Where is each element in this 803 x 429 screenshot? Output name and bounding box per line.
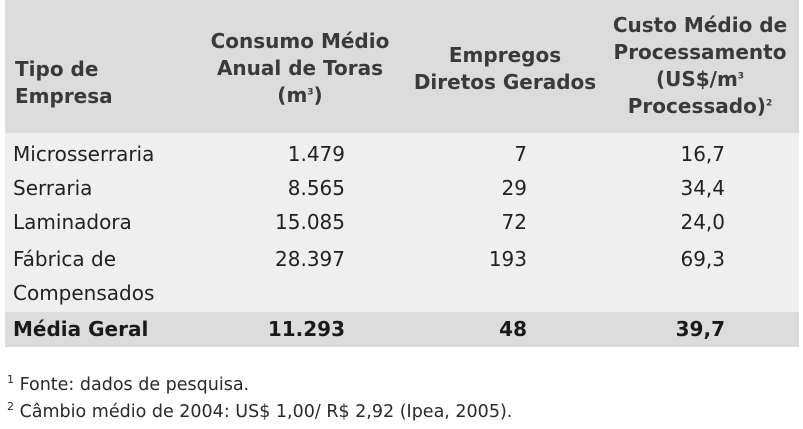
row4-custo: 69,3 bbox=[680, 247, 725, 271]
total-tipo: Média Geral bbox=[13, 317, 149, 341]
header-tipo-label: Tipo de Empresa bbox=[15, 57, 113, 108]
row2-empregos: 29 bbox=[501, 176, 527, 200]
total-custo: 39,7 bbox=[675, 317, 725, 341]
row1-empregos: 7 bbox=[514, 142, 527, 166]
row1-custo: 16,7 bbox=[680, 142, 725, 166]
row4-consumo: 28.397 bbox=[275, 247, 345, 271]
header-custo-processado: Processado) bbox=[627, 94, 766, 118]
row4-tipo-line2: Compensados bbox=[13, 281, 155, 305]
row3-consumo: 15.085 bbox=[275, 210, 345, 234]
header-custo-line4: Processado)2 bbox=[605, 93, 795, 120]
header-custo-line3: (US$/m3 bbox=[605, 66, 795, 93]
row2-custo: 34,4 bbox=[680, 176, 725, 200]
total-empregos: 48 bbox=[499, 317, 527, 341]
row3-tipo: Laminadora bbox=[13, 210, 132, 234]
footnotes: 1 Fonte: dados de pesquisa. 2 Câmbio méd… bbox=[7, 372, 512, 426]
row4-tipo: Fábrica de bbox=[13, 247, 117, 271]
header-consumo-unit: (m bbox=[277, 83, 308, 107]
header-consumo-line2: Anual de Toras bbox=[216, 56, 384, 80]
data-table: Tipo de Empresa Consumo Médio Anual de T… bbox=[5, 0, 799, 347]
header-tipo-empresa: Tipo de Empresa bbox=[15, 56, 195, 110]
footnote-1-number: 1 bbox=[7, 373, 14, 387]
total-row bbox=[5, 312, 799, 347]
header-custo: Custo Médio de Processamento (US$/m3 Pro… bbox=[605, 12, 795, 120]
footnote-2-text: Câmbio médio de 2004: US$ 1,00/ R$ 2,92 … bbox=[14, 402, 513, 422]
row2-consumo: 8.565 bbox=[287, 176, 345, 200]
header-empregos: Empregos Diretos Gerados bbox=[405, 42, 605, 96]
footnote-2-number: 2 bbox=[7, 400, 14, 414]
header-custo-unit: (US$/m bbox=[655, 67, 738, 91]
header-empregos-line1: Empregos bbox=[448, 43, 562, 67]
header-consumo-line3: (m3) bbox=[205, 82, 395, 109]
footnote-1-text: Fonte: dados de pesquisa. bbox=[14, 375, 250, 395]
row1-consumo: 1.479 bbox=[287, 142, 345, 166]
total-consumo: 11.293 bbox=[267, 317, 345, 341]
header-consumo-line1: Consumo Médio bbox=[210, 29, 390, 53]
row4-empregos: 193 bbox=[488, 247, 527, 271]
header-empregos-line2: Diretos Gerados bbox=[413, 70, 597, 94]
header-custo-sup1: 3 bbox=[737, 71, 745, 82]
row2-tipo: Serraria bbox=[13, 176, 93, 200]
header-consumo-close: ) bbox=[313, 83, 323, 107]
header-consumo: Consumo Médio Anual de Toras (m3) bbox=[205, 28, 395, 109]
row3-empregos: 72 bbox=[501, 210, 527, 234]
row1-tipo: Microsserraria bbox=[13, 142, 155, 166]
header-custo-sup2: 2 bbox=[765, 98, 773, 109]
header-custo-line1: Custo Médio de bbox=[612, 13, 788, 37]
header-custo-line2: Processamento bbox=[613, 40, 787, 64]
row3-custo: 24,0 bbox=[680, 210, 725, 234]
header-consumo-sup: 3 bbox=[307, 87, 314, 98]
footnote-2: 2 Câmbio médio de 2004: US$ 1,00/ R$ 2,9… bbox=[7, 399, 512, 426]
table-header bbox=[5, 0, 799, 133]
footnote-1: 1 Fonte: dados de pesquisa. bbox=[7, 372, 512, 399]
